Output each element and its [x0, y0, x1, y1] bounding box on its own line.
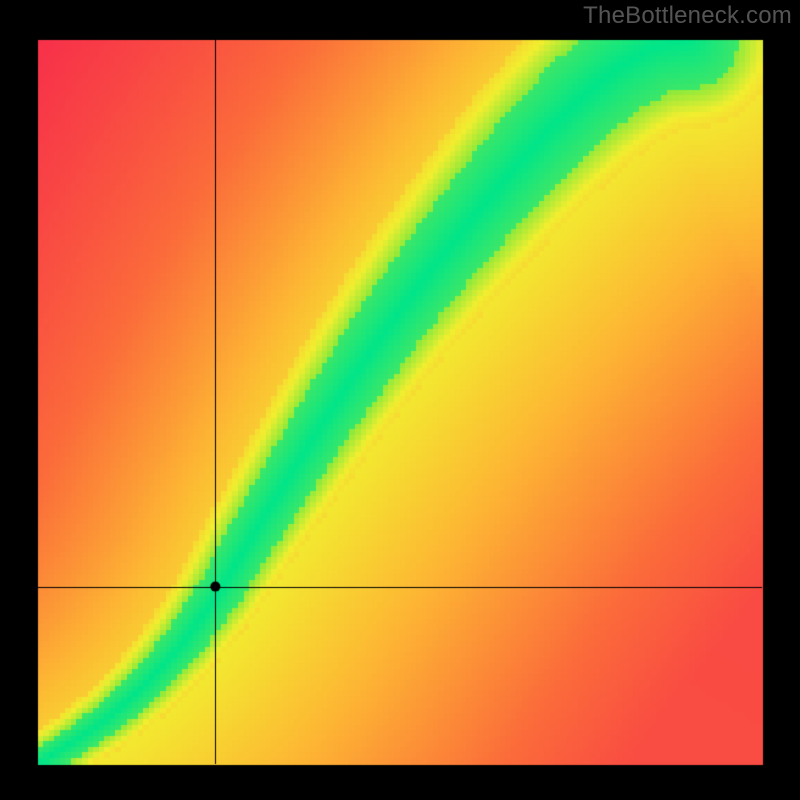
watermark-text: TheBottleneck.com	[583, 2, 792, 30]
chart-container: { "watermark": "TheBottleneck.com", "can…	[0, 0, 800, 800]
heatmap-canvas	[0, 0, 800, 800]
